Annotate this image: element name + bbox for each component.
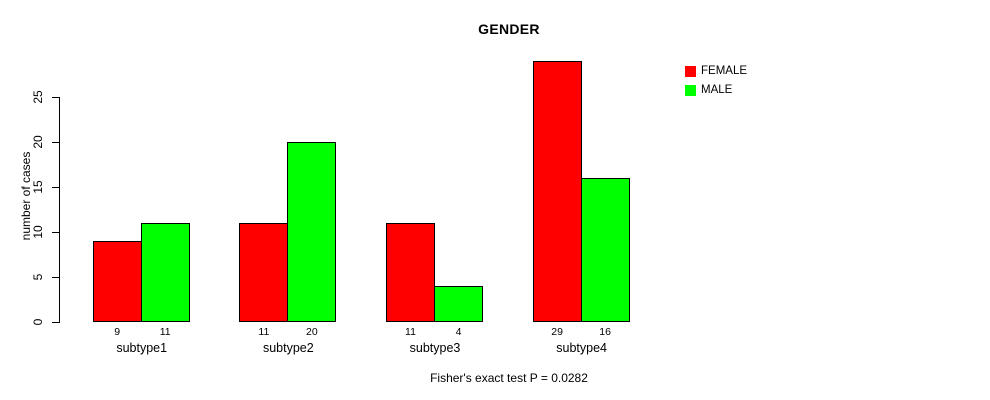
y-tick-label-25: 25	[31, 90, 45, 104]
bar-female-subtype4	[532, 61, 582, 322]
bar-value-female-subtype1: 9	[114, 326, 121, 338]
bar-male-subtype4	[580, 178, 630, 322]
bar-female-subtype2	[239, 223, 289, 322]
bar-value-male-subtype3: 4	[455, 326, 462, 338]
footnote: Fisher's exact test P = 0.0282	[430, 371, 588, 385]
bar-female-subtype1	[92, 241, 142, 322]
y-tick-label-20: 20	[31, 135, 45, 149]
legend-label-male: MALE	[701, 83, 733, 96]
y-tick-10	[52, 232, 59, 233]
y-axis	[59, 97, 60, 323]
bar-value-male-subtype1: 11	[159, 326, 171, 338]
legend: FEMALE MALE	[685, 65, 748, 97]
bar-male-subtype2	[287, 142, 337, 322]
y-tick-25	[52, 97, 59, 98]
y-tick-20	[52, 142, 59, 143]
y-tick-label-10: 10	[31, 225, 45, 239]
y-tick-label-5: 5	[31, 273, 45, 281]
legend-swatch-female-icon	[685, 66, 696, 78]
legend-label-female: FEMALE	[701, 65, 748, 77]
x-category-subtype1: subtype1	[116, 341, 168, 355]
bar-value-female-subtype4: 29	[551, 326, 563, 338]
y-tick-label-0: 0	[31, 318, 45, 326]
bar-female-subtype3	[386, 223, 435, 322]
x-category-subtype4: subtype4	[556, 341, 607, 355]
y-tick-0	[52, 322, 59, 323]
x-category-subtype2: subtype2	[262, 341, 314, 355]
x-category-subtype3: subtype3	[409, 341, 461, 355]
bar-value-male-subtype4: 16	[599, 326, 611, 338]
y-tick-label-15: 15	[31, 180, 45, 194]
bar-value-female-subtype2: 11	[258, 326, 270, 338]
legend-item-female: FEMALE	[685, 65, 748, 78]
bar-value-male-subtype2: 20	[306, 326, 318, 338]
bar-male-subtype1	[140, 223, 190, 322]
y-tick-15	[52, 187, 59, 188]
legend-item-male: MALE	[685, 83, 747, 97]
legend-swatch-male-icon	[685, 84, 696, 96]
chart-title: GENDER	[478, 21, 540, 37]
bar-value-female-subtype3: 11	[405, 326, 416, 338]
bar-male-subtype3	[434, 286, 483, 322]
y-tick-5	[52, 277, 59, 278]
